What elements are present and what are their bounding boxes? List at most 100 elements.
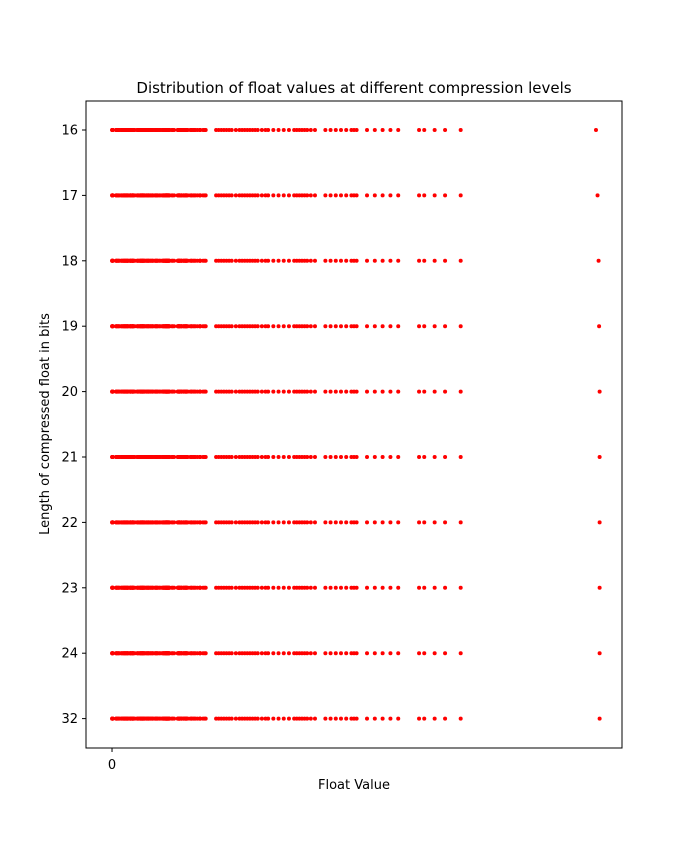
data-point (443, 455, 448, 459)
data-point (149, 193, 154, 198)
data-point (372, 193, 377, 198)
data-point (233, 455, 238, 459)
data-point (597, 324, 602, 329)
data-point (266, 389, 271, 394)
data-point (131, 193, 136, 198)
data-point (116, 324, 121, 329)
data-point (259, 193, 264, 198)
data-point (305, 258, 310, 263)
data-point (116, 716, 121, 721)
data-point (116, 128, 121, 132)
data-point (172, 389, 177, 394)
data-point (328, 651, 333, 656)
data-point (344, 585, 349, 590)
data-point (266, 128, 271, 132)
data-point (198, 128, 203, 132)
data-point (443, 193, 448, 198)
data-point (305, 585, 310, 590)
data-point (176, 258, 181, 263)
data-point (229, 258, 234, 263)
data-point (255, 324, 260, 329)
data-point (372, 520, 377, 525)
data-point (172, 324, 177, 329)
data-point (266, 520, 271, 525)
data-point (422, 389, 427, 394)
points-layer (110, 128, 602, 721)
data-point (596, 258, 601, 263)
data-point (255, 258, 260, 263)
data-point (179, 651, 184, 656)
data-point (125, 716, 130, 721)
data-point (146, 128, 151, 132)
data-point (176, 324, 181, 329)
data-point (328, 258, 333, 263)
data-point (372, 651, 377, 656)
data-point (131, 455, 136, 459)
data-point (131, 520, 136, 525)
data-point (259, 585, 264, 590)
data-point (312, 258, 317, 263)
data-point (396, 716, 401, 721)
data-point (417, 455, 422, 459)
data-point (380, 324, 385, 329)
data-point (172, 716, 177, 721)
data-point (388, 651, 393, 656)
data-point (271, 324, 276, 329)
data-point (125, 193, 130, 198)
data-row-16 (110, 128, 598, 132)
data-point (333, 324, 338, 329)
data-point (179, 520, 184, 525)
data-point (344, 193, 349, 198)
data-point (149, 585, 154, 590)
data-point (149, 716, 154, 721)
data-point (189, 324, 194, 329)
data-point (179, 193, 184, 198)
data-point (281, 324, 286, 329)
data-point (354, 520, 359, 525)
data-point (183, 128, 188, 132)
data-point (323, 455, 328, 459)
data-point (266, 258, 271, 263)
data-point (165, 585, 170, 590)
data-point (281, 258, 286, 263)
data-point (203, 651, 208, 656)
data-point (308, 193, 313, 198)
data-point (259, 324, 264, 329)
data-point (259, 455, 264, 459)
data-point (259, 128, 264, 132)
data-point (203, 128, 208, 132)
data-point (338, 651, 343, 656)
data-point (328, 520, 333, 525)
data-point (179, 324, 184, 329)
data-point (338, 193, 343, 198)
data-point (365, 128, 370, 132)
data-point (165, 258, 170, 263)
data-point (276, 389, 281, 394)
data-point (110, 585, 115, 590)
data-point (122, 389, 127, 394)
data-point (388, 389, 393, 394)
data-point (259, 520, 264, 525)
x-axis-label: Float Value (318, 778, 390, 793)
data-point (354, 258, 359, 263)
data-point (365, 389, 370, 394)
data-point (176, 585, 181, 590)
data-point (443, 651, 448, 656)
data-point (110, 128, 115, 132)
data-point (422, 193, 427, 198)
data-point (172, 520, 177, 525)
data-point (323, 258, 328, 263)
data-point (281, 193, 286, 198)
data-point (354, 389, 359, 394)
data-point (432, 389, 437, 394)
data-point (255, 455, 260, 459)
data-point (183, 258, 188, 263)
data-point (458, 324, 463, 329)
data-point (259, 716, 264, 721)
data-point (183, 455, 188, 459)
data-point (229, 651, 234, 656)
data-point (432, 716, 437, 721)
data-point (333, 258, 338, 263)
data-point (229, 193, 234, 198)
